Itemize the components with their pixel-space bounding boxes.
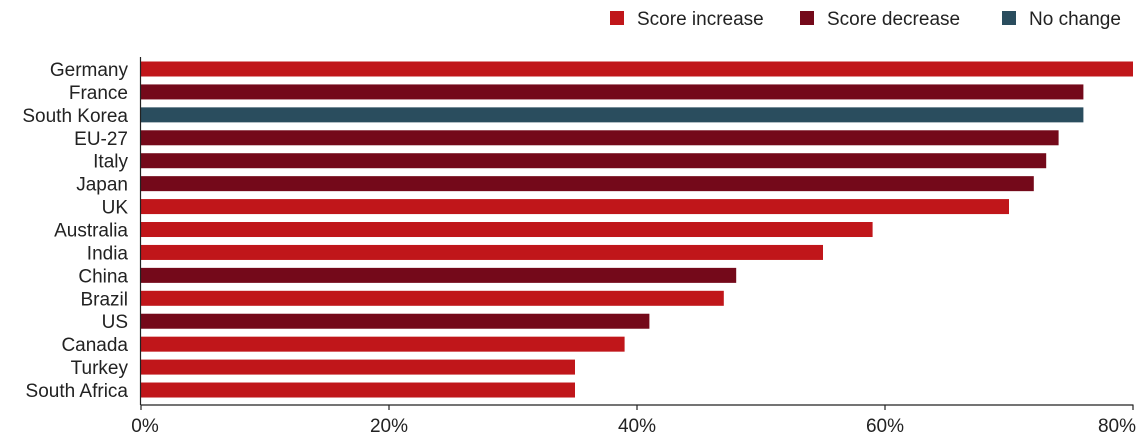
legend-swatch-no-change xyxy=(1002,11,1016,25)
legend-swatch-decrease xyxy=(800,11,814,25)
bar-south-africa xyxy=(141,382,575,398)
bar-south-korea xyxy=(141,107,1084,123)
x-tick-label: 0% xyxy=(131,416,159,437)
x-tick-label: 20% xyxy=(370,416,408,437)
x-tick-label: 40% xyxy=(618,416,656,437)
category-label: South Africa xyxy=(26,381,129,402)
category-label: South Korea xyxy=(22,106,128,127)
category-label: India xyxy=(87,243,129,264)
bar-us xyxy=(141,313,650,329)
legend-label-no-change: No change xyxy=(1029,9,1121,30)
category-label: UK xyxy=(102,198,129,219)
bar-japan xyxy=(141,176,1034,192)
x-tick-label: 80% xyxy=(1098,416,1136,437)
category-label: Brazil xyxy=(80,289,128,310)
category-label: Germany xyxy=(50,60,129,81)
category-label: Canada xyxy=(61,335,128,356)
bar-italy xyxy=(141,153,1047,169)
x-tick-label: 60% xyxy=(866,416,904,437)
bar-brazil xyxy=(141,290,724,306)
category-label: Japan xyxy=(76,175,128,196)
category-label: Turkey xyxy=(71,358,129,379)
bar-india xyxy=(141,244,823,260)
category-label: China xyxy=(78,266,128,287)
bars xyxy=(141,61,1133,398)
x-ticks: 0% 20% 40% 60% 80% xyxy=(131,405,1136,437)
bar-uk xyxy=(141,199,1009,215)
legend-swatch-increase xyxy=(610,11,624,25)
bar-eu-27 xyxy=(141,130,1059,146)
bar-china xyxy=(141,267,737,283)
category-label: Australia xyxy=(54,221,128,242)
category-label: France xyxy=(69,83,128,104)
category-label: US xyxy=(102,312,128,333)
bar-turkey xyxy=(141,359,575,375)
bar-australia xyxy=(141,222,873,238)
legend: Score increase Score decrease No change xyxy=(610,9,1121,30)
category-label: Italy xyxy=(93,152,128,173)
legend-label-increase: Score increase xyxy=(637,9,764,30)
bar-france xyxy=(141,84,1084,100)
legend-label-decrease: Score decrease xyxy=(827,9,960,30)
bar-germany xyxy=(141,61,1133,77)
bar-canada xyxy=(141,336,625,352)
category-label: EU-27 xyxy=(74,129,128,150)
